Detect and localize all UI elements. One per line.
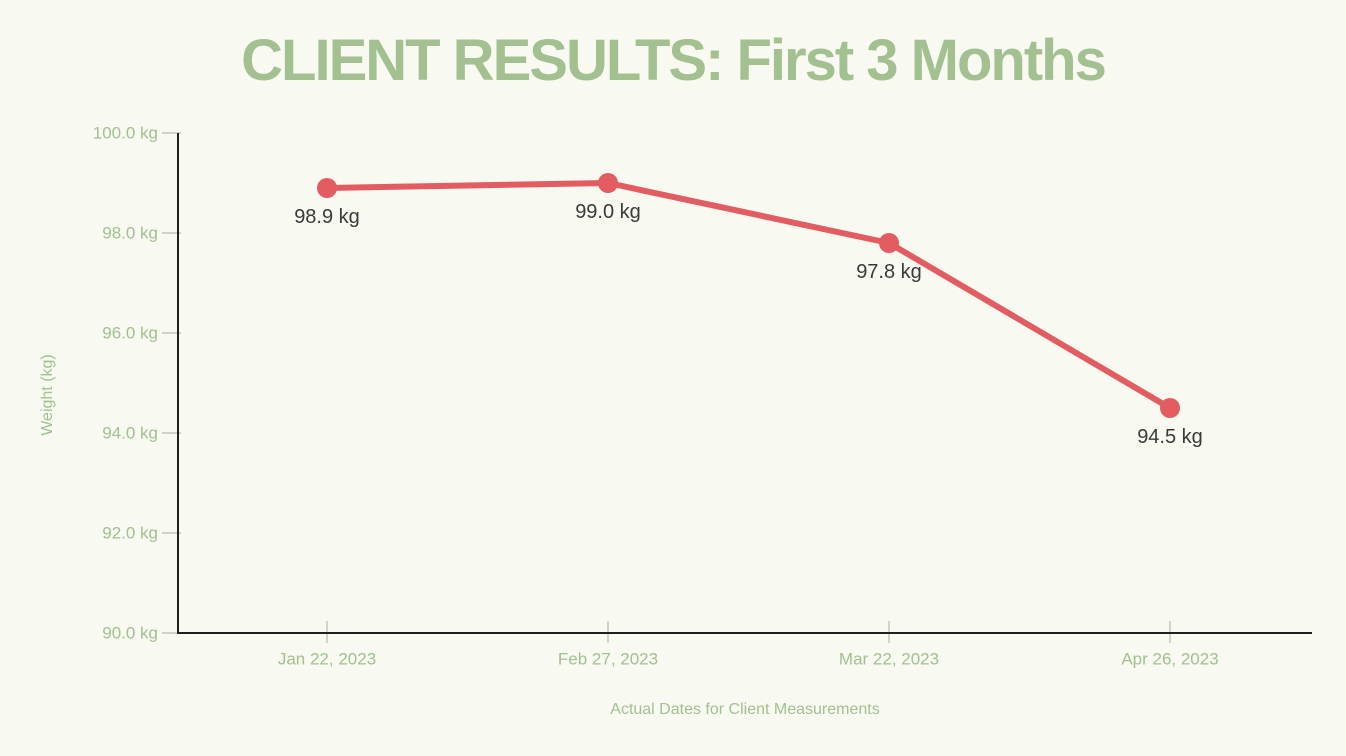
data-point — [317, 178, 337, 198]
y-tick-label: 96.0 kg — [102, 324, 158, 343]
data-point-label: 94.5 kg — [1137, 426, 1203, 448]
data-point — [879, 233, 899, 253]
x-axis-title: Actual Dates for Client Measurements — [610, 701, 880, 718]
y-tick-label: 100.0 kg — [93, 124, 158, 143]
y-tick-label: 92.0 kg — [102, 524, 158, 543]
x-tick-label: Mar 22, 2023 — [839, 650, 939, 669]
x-tick-label: Apr 26, 2023 — [1121, 650, 1218, 669]
y-tick-label: 90.0 kg — [102, 624, 158, 643]
y-tick-label: 94.0 kg — [102, 424, 158, 443]
data-point-label: 97.8 kg — [856, 261, 922, 283]
data-point-label: 99.0 kg — [575, 201, 641, 223]
data-point — [598, 173, 618, 193]
y-tick-label: 98.0 kg — [102, 224, 158, 243]
data-point-label: 98.9 kg — [294, 206, 360, 228]
x-tick-label: Feb 27, 2023 — [558, 650, 658, 669]
x-tick-label: Jan 22, 2023 — [278, 650, 376, 669]
series-line — [324, 180, 1173, 411]
data-point — [1160, 398, 1180, 418]
chart-title: CLIENT RESULTS: First 3 Months — [241, 28, 1107, 93]
